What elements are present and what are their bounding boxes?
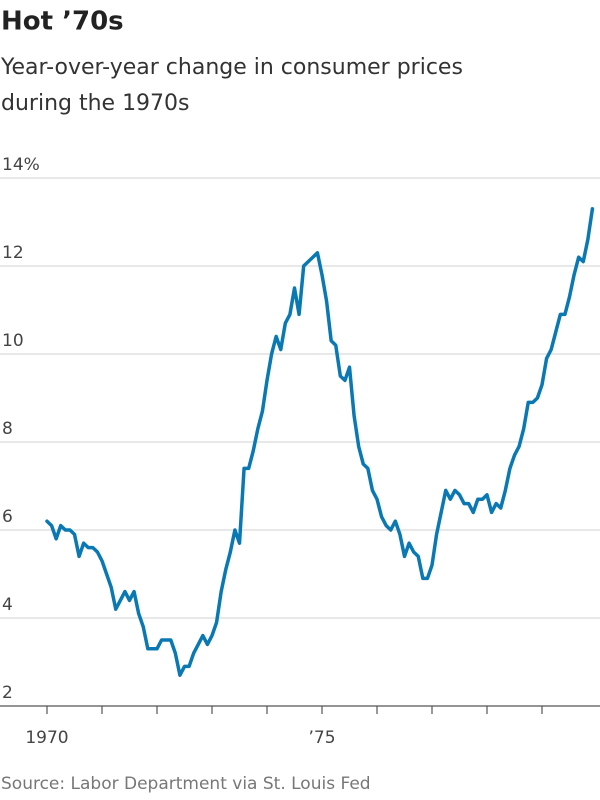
y-tick-label: 14% [2, 155, 40, 175]
chart-subtitle: during the 1970s [1, 91, 190, 116]
y-tick-label: 12 [2, 243, 24, 263]
source-note: Source: Labor Department via St. Louis F… [1, 774, 371, 794]
y-tick-label: 2 [2, 683, 13, 703]
y-tick-label: 10 [2, 331, 24, 351]
chart-subtitle: Year-over-year change in consumer prices [0, 55, 463, 80]
x-tick-label: 1970 [25, 728, 68, 748]
chart-title: Hot ’70s [1, 7, 124, 37]
x-tick-label: ’75 [308, 728, 335, 748]
data-line [45, 207, 595, 677]
y-tick-label: 6 [2, 507, 13, 527]
y-tick-label: 4 [2, 595, 13, 615]
y-tick-label: 8 [2, 419, 13, 439]
